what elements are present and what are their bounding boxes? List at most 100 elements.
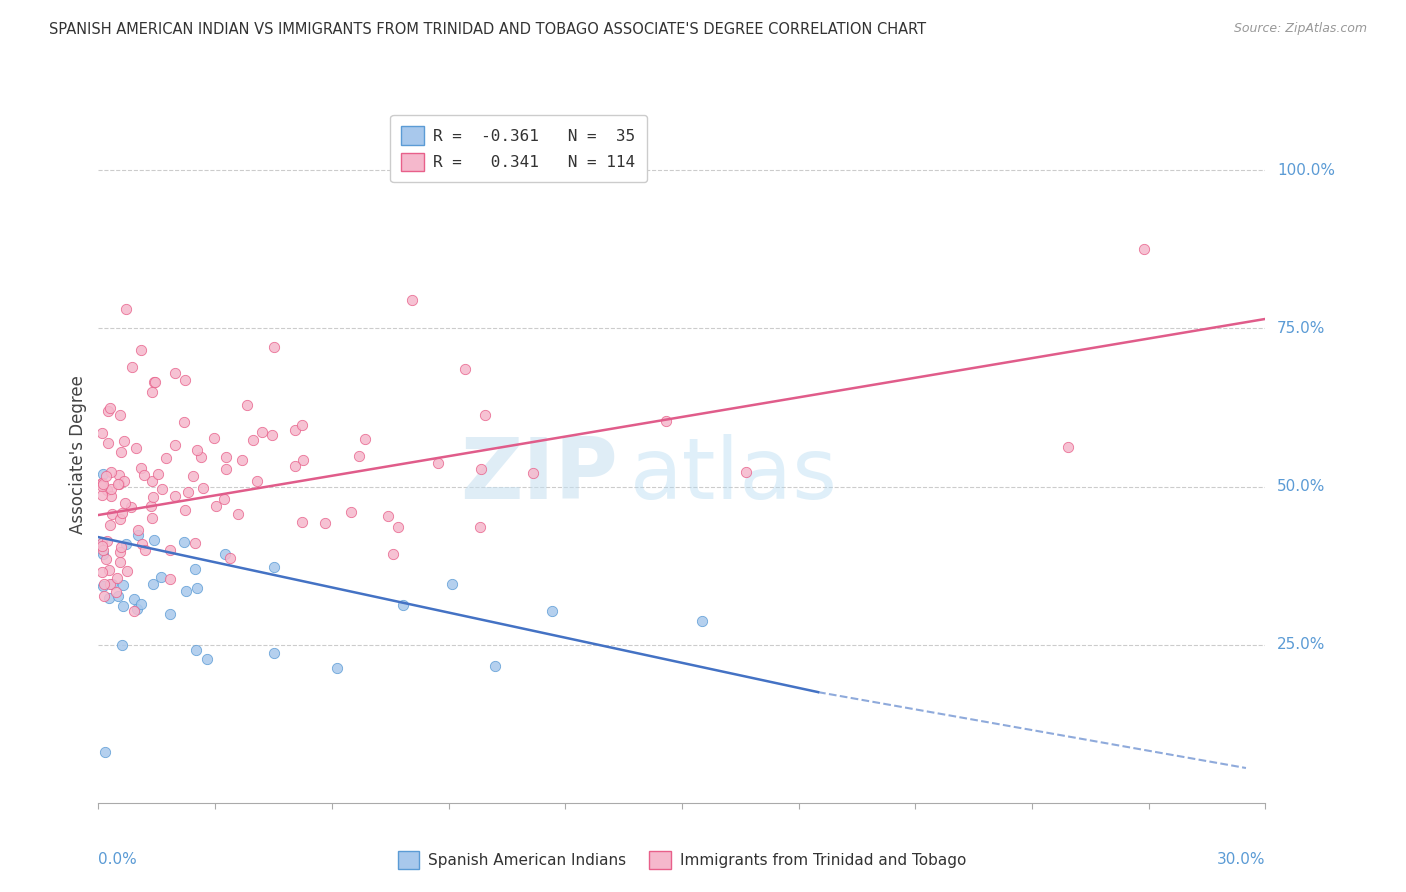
Point [228, 507, 250, 521]
Point [94, 745, 117, 759]
Point [97, 591, 120, 605]
Text: 75.0%: 75.0% [1277, 321, 1326, 336]
Point [125, 602, 148, 616]
Point [159, 573, 181, 587]
Point [146, 467, 169, 481]
Point [120, 500, 142, 514]
Point [127, 528, 149, 542]
Text: 25.0%: 25.0% [1277, 637, 1326, 652]
Point [690, 615, 713, 629]
Point [353, 432, 375, 446]
Point [173, 373, 195, 387]
Text: 100.0%: 100.0% [1277, 163, 1336, 178]
Point [468, 520, 491, 534]
Point [260, 428, 283, 442]
Point [149, 570, 172, 584]
Point [91, 425, 114, 440]
Point [112, 474, 135, 488]
Point [114, 495, 136, 509]
Point [125, 441, 148, 455]
Point [108, 409, 131, 423]
Point [98, 518, 121, 533]
Point [91, 476, 114, 491]
Text: ZIP: ZIP [460, 434, 617, 517]
Point [212, 491, 235, 506]
Point [97, 403, 120, 417]
Point [93, 590, 115, 604]
Text: Source: ZipAtlas.com: Source: ZipAtlas.com [1233, 22, 1367, 36]
Text: atlas: atlas [630, 434, 838, 517]
Point [91, 542, 114, 557]
Point [263, 560, 285, 574]
Point [131, 537, 153, 551]
Point [441, 577, 464, 591]
Point [184, 536, 207, 550]
Point [173, 535, 195, 549]
Point [176, 583, 198, 598]
Point [1133, 243, 1156, 257]
Point [540, 603, 562, 617]
Point [107, 589, 129, 603]
Point [91, 476, 114, 491]
Point [110, 445, 132, 459]
Text: 30.0%: 30.0% [1218, 852, 1265, 866]
Point [111, 599, 134, 614]
Point [401, 293, 423, 308]
Point [215, 462, 238, 476]
Point [522, 467, 544, 481]
Point [98, 563, 121, 577]
Point [1057, 440, 1080, 454]
Point [284, 459, 307, 474]
Point [474, 409, 496, 423]
Point [654, 414, 676, 428]
Point [177, 484, 200, 499]
Point [236, 398, 259, 412]
Point [112, 434, 135, 448]
Point [183, 562, 205, 576]
Point [392, 598, 415, 612]
Point [114, 302, 136, 317]
Point [107, 467, 129, 482]
Point [98, 401, 121, 415]
Point [91, 488, 114, 502]
Point [111, 578, 134, 592]
Point [91, 535, 114, 549]
Point [108, 544, 131, 558]
Point [142, 533, 165, 547]
Point [115, 537, 138, 551]
Point [382, 547, 405, 561]
Point [96, 533, 118, 548]
Point [377, 508, 399, 523]
Point [145, 375, 167, 389]
Point [159, 607, 181, 621]
Point [115, 565, 138, 579]
Point [91, 478, 114, 492]
Point [107, 476, 129, 491]
Point [91, 535, 114, 549]
Point [291, 417, 314, 432]
Point [97, 435, 120, 450]
Point [129, 461, 152, 475]
Point [218, 551, 240, 566]
Point [204, 431, 226, 445]
Point [100, 489, 122, 503]
Point [91, 547, 114, 561]
Point [314, 516, 336, 531]
Point [155, 451, 177, 466]
Point [91, 539, 114, 553]
Point [101, 507, 124, 521]
Point [181, 468, 204, 483]
Point [242, 433, 264, 447]
Point [470, 462, 492, 476]
Point [195, 652, 218, 666]
Text: 50.0%: 50.0% [1277, 479, 1326, 494]
Point [110, 555, 132, 569]
Point [484, 659, 506, 673]
Point [186, 581, 208, 595]
Point [98, 577, 121, 591]
Point [91, 476, 114, 491]
Point [129, 597, 152, 611]
Point [326, 661, 349, 675]
Point [91, 579, 114, 593]
Point [215, 450, 238, 465]
